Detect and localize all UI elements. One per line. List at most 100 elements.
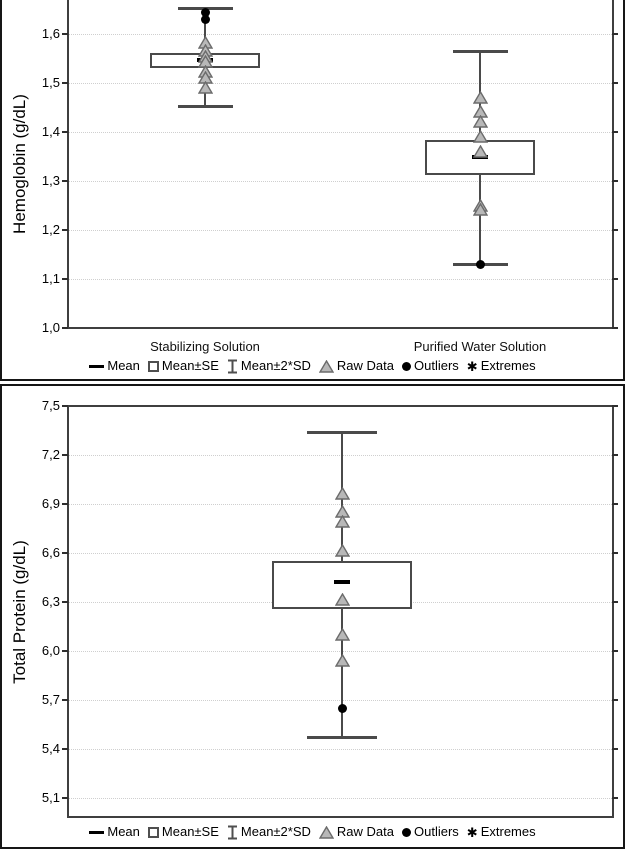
mean-se-box-icon — [147, 826, 159, 838]
y-tick-right — [612, 229, 618, 231]
mean-se-box-icon — [147, 360, 159, 372]
raw-data-triangle-icon — [318, 359, 334, 373]
y-axis-title: Total Protein (g/dL) — [10, 540, 29, 684]
legend-item: ✱ Extremes — [467, 824, 536, 840]
legend-label: Extremes — [480, 358, 536, 373]
legend-item: ✱ Extremes — [467, 358, 536, 374]
whisker-cap-top — [452, 50, 508, 53]
raw-data-triangle — [334, 653, 350, 667]
y-tick-right — [612, 748, 618, 750]
legend-item: Mean±2*SD — [227, 358, 311, 374]
legend-item: Mean±SE — [147, 824, 219, 840]
legend-item: Raw Data — [318, 358, 394, 374]
y-tick-left — [62, 327, 68, 329]
category-label: Purified Water Solution — [413, 339, 547, 354]
total-protein-panel-border — [0, 384, 625, 849]
outliers-dot-icon — [402, 361, 411, 371]
y-tick-right — [612, 278, 618, 280]
y-gridline — [69, 132, 612, 133]
whisker-cap-bottom — [307, 736, 377, 739]
legend-label: Mean±2*SD — [240, 824, 311, 839]
y-tick-left — [62, 503, 68, 505]
y-tick-right — [612, 454, 618, 456]
y-tick-label: 1,5 — [41, 75, 60, 90]
raw-data-triangle — [334, 627, 350, 641]
y-gridline — [69, 83, 612, 84]
y-tick-label: 1,1 — [41, 271, 60, 286]
y-tick-label: 1,6 — [41, 26, 60, 41]
y-tick-label: 6,6 — [41, 545, 60, 560]
raw-data-triangle — [334, 514, 350, 528]
y-tick-right — [612, 180, 618, 182]
whisker-cap-bottom — [177, 105, 233, 108]
plot-top-border — [67, 405, 614, 407]
y-axis-line — [67, 0, 69, 329]
y-tick-label: 7,5 — [41, 398, 60, 413]
y-gridline — [69, 455, 612, 456]
whisker-cap-top — [307, 431, 377, 434]
raw-data-triangle — [334, 543, 350, 557]
y-tick-left — [62, 33, 68, 35]
raw-data-triangle — [472, 144, 488, 158]
y-gridline — [69, 230, 612, 231]
mean-2sd-whisker-icon — [227, 825, 238, 840]
y-tick-left — [62, 797, 68, 799]
y-tick-left — [62, 278, 68, 280]
y-gridline — [69, 798, 612, 799]
category-label: Stabilizing Solution — [150, 339, 260, 354]
y-tick-left — [62, 131, 68, 133]
legend-item: Mean±2*SD — [227, 824, 311, 840]
mean-dash — [334, 580, 350, 584]
y-gridline — [69, 279, 612, 280]
legend-item: Outliers — [402, 824, 459, 840]
extremes-asterisk-icon: ✱ — [466, 358, 478, 374]
mean-dash-icon — [89, 364, 105, 368]
y-axis-line — [67, 406, 69, 818]
y-tick-right — [612, 503, 618, 505]
plot-right-border — [612, 406, 614, 818]
legend-label: Mean — [107, 824, 140, 839]
y-tick-label: 6,0 — [41, 643, 60, 658]
legend-label: Outliers — [414, 824, 459, 839]
y-gridline — [69, 749, 612, 750]
legend-label: Outliers — [414, 358, 459, 373]
y-tick-left — [62, 748, 68, 750]
hemoglobin-panel-border — [0, 0, 625, 381]
legend: Mean Mean±SE Mean±2*SD Raw Data Outliers ✱ Ext… — [0, 358, 625, 374]
legend-label: Raw Data — [336, 824, 394, 839]
raw-data-triangle-icon — [318, 825, 334, 839]
legend-label: Mean — [107, 358, 140, 373]
legend-label: Extremes — [480, 824, 536, 839]
y-tick-left — [62, 552, 68, 554]
mean-dash-icon — [89, 830, 105, 834]
extremes-asterisk-icon: ✱ — [466, 824, 478, 840]
y-tick-label: 1,2 — [41, 222, 60, 237]
y-tick-left — [62, 699, 68, 701]
y-tick-label: 5,1 — [41, 790, 60, 805]
y-tick-left — [62, 454, 68, 456]
y-tick-right — [612, 82, 618, 84]
outlier-dot — [200, 14, 210, 24]
y-tick-right — [612, 327, 618, 329]
raw-data-triangle — [334, 592, 350, 606]
legend-item: Mean — [89, 358, 140, 374]
legend-label: Mean±SE — [161, 824, 219, 839]
y-gridline — [69, 700, 612, 701]
y-tick-left — [62, 650, 68, 652]
raw-data-triangle — [472, 114, 488, 128]
y-tick-label: 1,4 — [41, 124, 60, 139]
legend-label: Raw Data — [336, 358, 394, 373]
raw-data-triangle — [472, 90, 488, 104]
y-tick-right — [612, 650, 618, 652]
y-tick-label: 5,7 — [41, 692, 60, 707]
raw-data-triangle — [197, 80, 213, 94]
y-tick-left — [62, 405, 68, 407]
x-axis-line — [67, 327, 614, 329]
y-tick-right — [612, 552, 618, 554]
y-gridline — [69, 34, 612, 35]
legend-label: Mean±2*SD — [240, 358, 311, 373]
y-gridline — [69, 651, 612, 652]
y-tick-left — [62, 180, 68, 182]
y-tick-label: 1,0 — [41, 320, 60, 335]
y-tick-right — [612, 131, 618, 133]
